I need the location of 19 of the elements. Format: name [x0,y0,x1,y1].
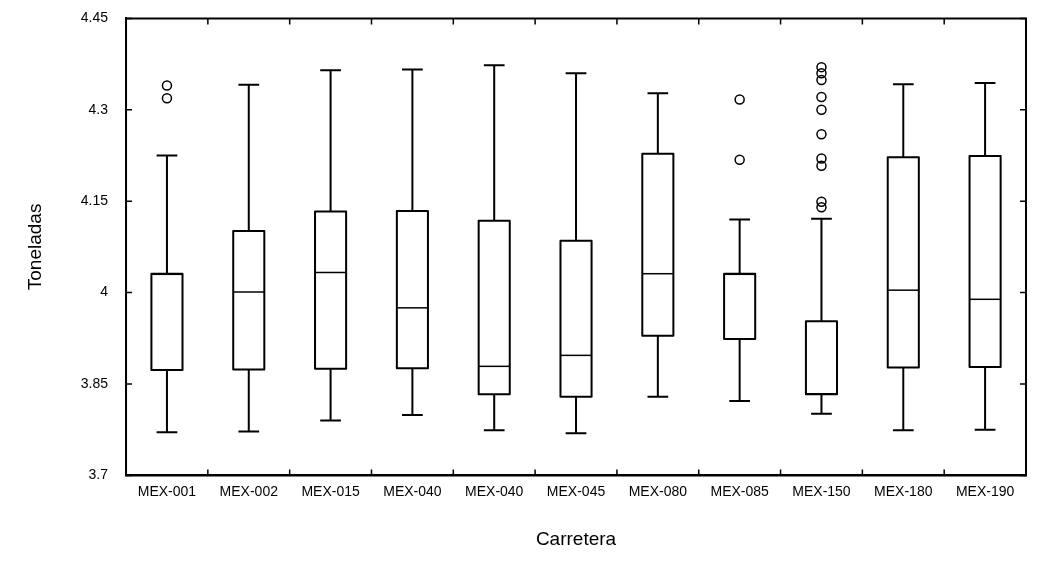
y-tick-label: 4 [100,283,109,300]
x-tick-label: MEX-015 [301,482,360,499]
x-tick-label: MEX-150 [792,482,851,499]
x-tick-label: MEX-080 [628,482,688,499]
x-tick-label: MEX-002 [219,482,279,499]
y-tick-label: 3.7 [88,466,109,483]
y-tick-label: 4.15 [80,192,109,209]
x-axis-title: Carretera [535,527,617,549]
x-tick-label: MEX-180 [874,482,933,499]
x-tick-label: MEX-190 [955,482,1015,499]
x-tick-label: MEX-045 [546,482,606,499]
y-axis-title: Toneladas [23,203,45,291]
y-tick-label: 4.45 [80,9,109,26]
x-tick-label: MEX-040 [465,482,524,499]
x-tick-label: MEX-001 [137,482,197,499]
x-tick-label: MEX-085 [710,482,770,499]
y-tick-label: 4.3 [88,100,109,117]
x-tick-label: MEX-040 [383,482,442,499]
y-tick-label: 3.85 [80,374,109,391]
